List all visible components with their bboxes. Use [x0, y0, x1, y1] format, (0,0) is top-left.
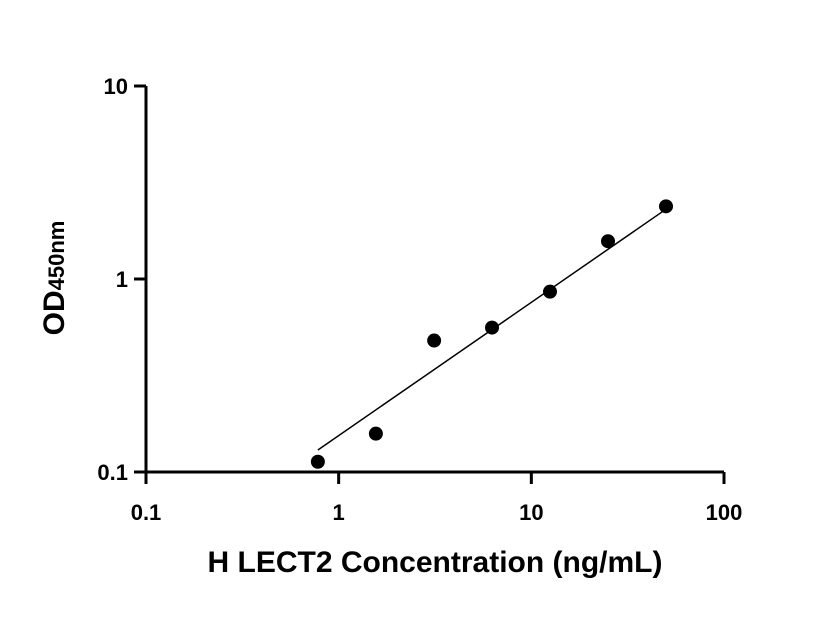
x-ticks: 0.1 1 10 100 [131, 472, 743, 525]
data-point-2 [427, 333, 442, 348]
data-point-0 [310, 454, 325, 469]
x-tick-label-0: 0.1 [131, 500, 162, 525]
x-tick-label-3: 100 [706, 500, 743, 525]
x-tick-label-2: 10 [519, 500, 543, 525]
y-axis-title-sub: 450nm [44, 221, 69, 291]
data-points [310, 199, 674, 469]
data-point-6 [659, 199, 674, 214]
x-tick-label-1: 1 [333, 500, 345, 525]
data-point-4 [543, 284, 558, 299]
y-ticks: 0.1 1 10 [97, 74, 146, 485]
y-tick-label-0: 0.1 [97, 460, 128, 485]
data-point-1 [368, 426, 383, 441]
y-tick-label-1: 1 [116, 267, 128, 292]
data-point-5 [601, 234, 616, 249]
y-axis-title: OD450nm [38, 221, 71, 336]
y-tick-label-2: 10 [104, 74, 128, 99]
x-axis-title: H LECT2 Concentration (ng/mL) [208, 546, 663, 579]
y-axis-title-main: OD [38, 290, 71, 335]
axes [144, 86, 724, 474]
data-point-3 [485, 320, 500, 335]
